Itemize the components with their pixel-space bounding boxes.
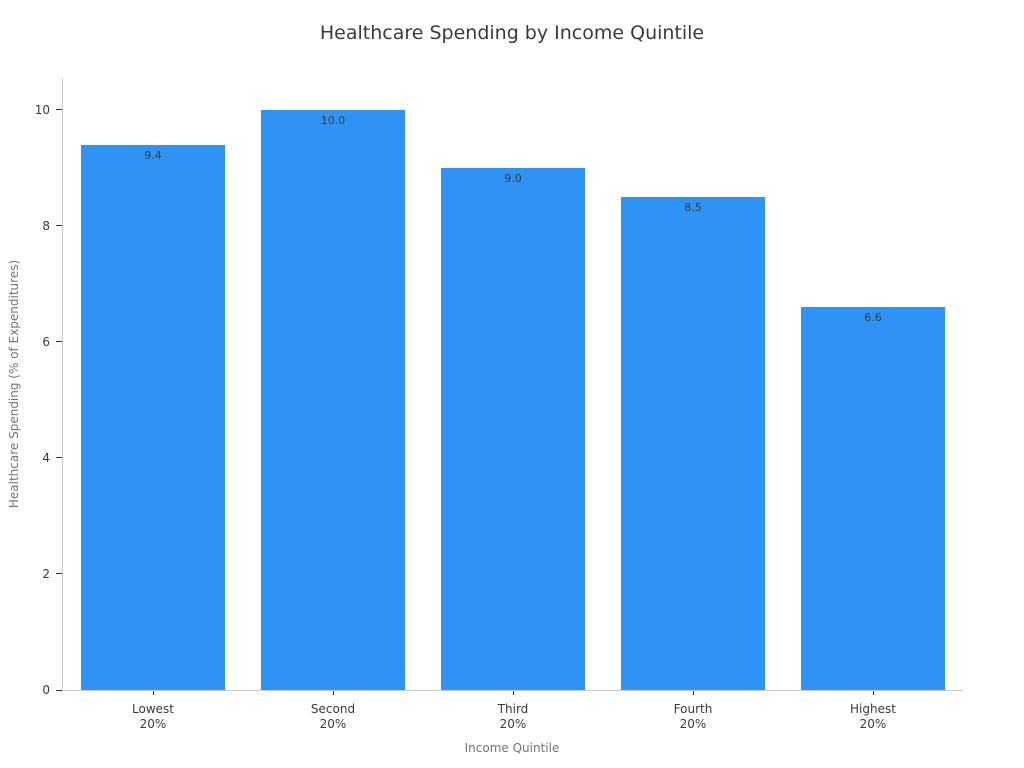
x-tick-label: Lowest 20% <box>63 702 243 732</box>
bar-value-label: 9.0 <box>504 171 522 185</box>
chart-title: Healthcare Spending by Income Quintile <box>319 22 705 44</box>
x-tick-mark <box>872 691 874 695</box>
plot-area: 9.4 10.0 9.0 8.5 6.6 <box>62 78 963 691</box>
x-tick-label-line: Lowest <box>132 702 174 716</box>
x-tick-label-line: 20% <box>859 717 887 731</box>
x-tick-label-line: Third <box>497 702 529 716</box>
x-tick-label-line: 20% <box>499 717 527 731</box>
y-tick-mark <box>56 225 62 227</box>
bar: 6.6 <box>801 307 945 690</box>
bar-value-label: 9.4 <box>144 148 162 162</box>
y-tick-label: 8 <box>42 218 50 233</box>
bar: 9.0 <box>441 167 585 690</box>
y-tick-mark <box>56 573 62 575</box>
y-axis-label: Healthcare Spending (% of Expenditures) <box>7 259 21 509</box>
bar: 9.4 <box>81 144 225 690</box>
bar-value-label: 6.6 <box>864 311 882 325</box>
x-tick-label-line: Second <box>310 702 356 716</box>
x-tick-label: Fourth 20% <box>603 702 783 732</box>
bar: 10.0 <box>261 109 405 690</box>
x-tick-label-line: 20% <box>139 717 167 731</box>
x-tick-label-line: 20% <box>679 717 707 731</box>
y-tick-mark <box>56 109 62 111</box>
y-tick-mark <box>56 689 62 691</box>
y-tick-label: 10 <box>34 102 50 117</box>
x-tick-label-line: Highest <box>850 702 896 716</box>
x-tick-label-line: Fourth <box>673 702 713 716</box>
x-axis-label: Income Quintile <box>464 741 560 755</box>
y-tick-label: 2 <box>42 566 50 581</box>
x-tick-label: Second 20% <box>243 702 423 732</box>
y-tick-label: 4 <box>42 450 50 465</box>
y-tick-mark <box>56 457 62 459</box>
x-tick-mark <box>332 691 334 695</box>
bar-value-label: 8.5 <box>684 200 702 214</box>
x-tick-mark <box>692 691 694 695</box>
bar: 8.5 <box>621 196 765 690</box>
x-tick-label: Third 20% <box>423 702 603 732</box>
x-tick-mark <box>512 691 514 695</box>
x-tick-label: Highest 20% <box>783 702 963 732</box>
bar-value-label: 10.0 <box>320 113 346 127</box>
x-tick-label-line: 20% <box>319 717 347 731</box>
y-tick-label: 6 <box>42 334 50 349</box>
y-tick-label: 0 <box>42 683 50 697</box>
y-tick-mark <box>56 341 62 343</box>
x-tick-mark <box>152 691 154 695</box>
